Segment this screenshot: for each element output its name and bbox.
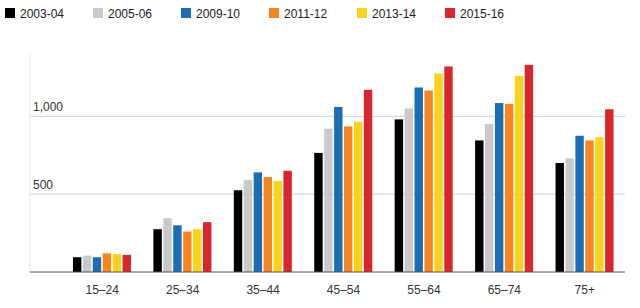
- bar: [424, 91, 432, 272]
- category-label: 25–34: [166, 283, 200, 297]
- tick-label: 1,000: [33, 100, 63, 114]
- bar: [495, 103, 503, 272]
- bar: [93, 257, 101, 272]
- category-label: 75+: [575, 283, 595, 297]
- legend-swatch: [93, 8, 103, 18]
- bar: [575, 136, 583, 272]
- legend-label: 2015-16: [460, 7, 504, 21]
- bar: [163, 218, 171, 272]
- bar: [595, 137, 603, 272]
- tick-label: 500: [33, 178, 53, 192]
- chart: 500 1,000 15–24 25–34 35–44 45–54 55–64 65–74 75…: [0, 0, 640, 308]
- bar: [153, 229, 161, 272]
- bar: [565, 158, 573, 272]
- legend-label: 2003-04: [20, 7, 64, 21]
- bar: [283, 171, 291, 272]
- bar: [505, 104, 513, 272]
- legend-label: 2009-10: [196, 7, 240, 21]
- bar: [525, 65, 533, 272]
- category-label: 65–74: [488, 283, 522, 297]
- bar: [123, 255, 131, 272]
- legend-label: 2011-12: [284, 7, 327, 21]
- bar: [515, 76, 523, 272]
- bar: [405, 109, 413, 273]
- bar: [73, 257, 81, 272]
- legend-swatch: [445, 8, 455, 18]
- bar: [244, 180, 252, 272]
- bar: [485, 124, 493, 272]
- legend-swatch: [181, 8, 191, 18]
- bar: [113, 254, 121, 272]
- category-label: 55–64: [407, 283, 441, 297]
- bar: [83, 256, 91, 272]
- category-label: 15–24: [86, 283, 120, 297]
- bar: [103, 253, 111, 272]
- bar: [254, 172, 262, 272]
- bar: [334, 107, 342, 272]
- bar: [344, 126, 352, 272]
- legend-swatch: [357, 8, 367, 18]
- bar: [556, 163, 564, 272]
- bar: [605, 109, 613, 272]
- bar: [183, 232, 191, 272]
- bars: [73, 65, 614, 272]
- legend-swatch: [5, 8, 15, 18]
- grid-line: [30, 116, 625, 117]
- bar: [354, 122, 362, 272]
- category-label: 45–54: [327, 283, 361, 297]
- legend-label: 2005-06: [108, 7, 152, 21]
- bar: [173, 225, 181, 272]
- bar: [234, 190, 242, 272]
- legend-swatch: [269, 8, 279, 18]
- bar: [434, 73, 442, 272]
- bar: [444, 66, 452, 272]
- bar: [203, 222, 211, 272]
- legend: 2003-04 2005-06 2009-10 2011-12 2013-14 2015-…: [5, 7, 504, 21]
- x-axis-line: [30, 272, 625, 273]
- bar: [193, 229, 201, 272]
- bar: [364, 90, 372, 272]
- bar: [475, 140, 483, 272]
- bar: [585, 140, 593, 272]
- bar: [264, 177, 272, 272]
- bar: [273, 181, 281, 272]
- legend-label: 2013-14: [372, 7, 416, 21]
- bar: [324, 129, 332, 272]
- bar: [415, 87, 423, 272]
- bar: [395, 119, 403, 272]
- category-label: 35–44: [246, 283, 280, 297]
- y-axis-line: [30, 54, 31, 272]
- bar: [314, 153, 322, 272]
